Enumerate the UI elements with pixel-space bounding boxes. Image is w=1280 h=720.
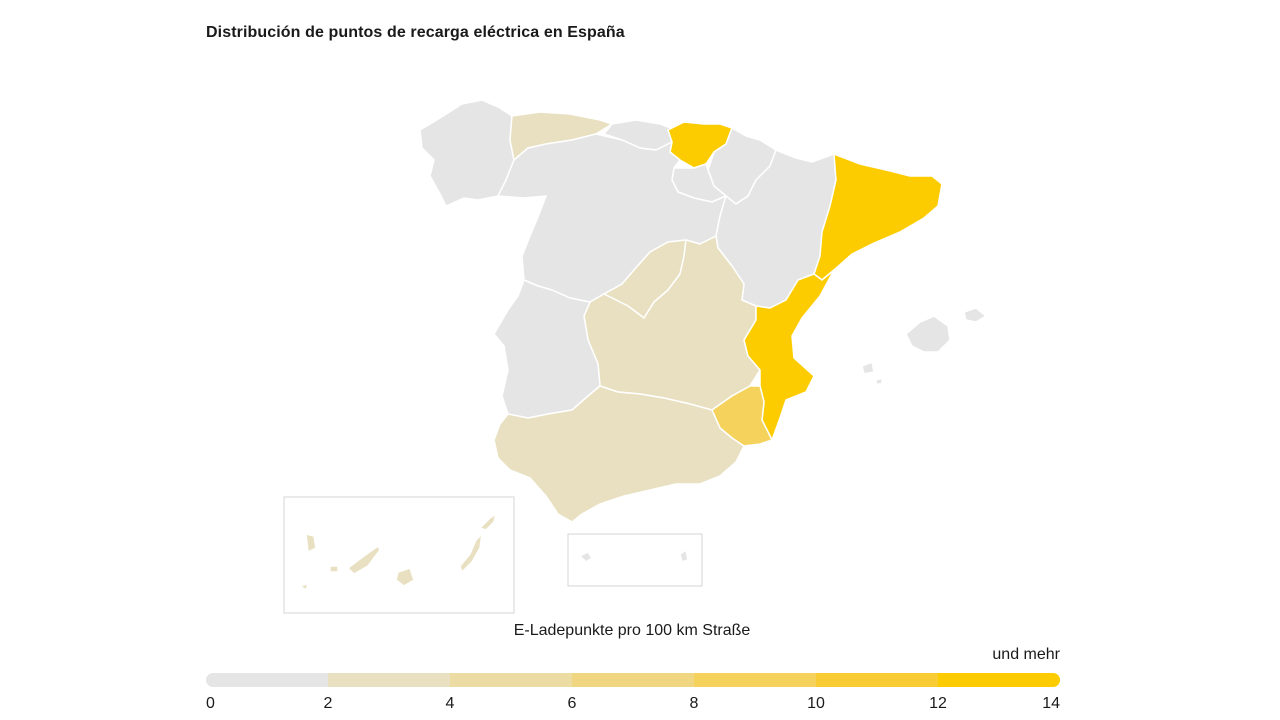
region-canarias-fuerteventura[interactable]: Canarias — [459, 533, 483, 573]
legend-tick-4: 4 — [445, 695, 455, 712]
legend-bin-4-6 — [450, 673, 572, 687]
region-andalucia[interactable]: Andalucía — [493, 385, 745, 523]
map-title: Distribución de puntos de recarga eléctr… — [206, 24, 625, 41]
region-baleares-menorca[interactable]: Islas Baleares — [963, 307, 987, 323]
ceuta-melilla-inset-frame — [567, 533, 703, 587]
legend-bin-8-10 — [694, 673, 816, 687]
legend-tick-6: 6 — [567, 695, 577, 712]
ceuta-melilla-inset: Ceuta y Melilla Ceuta y Melilla — [567, 533, 703, 587]
region-canarias-la-palma[interactable]: Canarias — [305, 533, 317, 553]
legend-bin-2-4 — [328, 673, 450, 687]
legend-title: E-Ladepunkte pro 100 km Straße — [513, 622, 751, 639]
legend-tick-10: 10 — [807, 695, 825, 712]
legend-more-label: und mehr — [992, 646, 1060, 663]
legend-bin-0-2 — [206, 673, 328, 687]
region-galicia[interactable]: Galicia — [419, 99, 515, 207]
region-ceuta[interactable]: Ceuta y Melilla — [579, 551, 593, 563]
map-regions: Galicia Asturias Cantabria País Vasco Na… — [419, 99, 987, 523]
region-cataluna[interactable]: Cataluña — [813, 153, 943, 281]
legend-tick-8: 8 — [689, 695, 699, 712]
legend-ticks: 0 2 4 6 8 10 12 14 — [206, 695, 1060, 715]
legend-tick-2: 2 — [323, 695, 333, 712]
region-canarias-gran-canaria[interactable]: Canarias — [395, 567, 415, 587]
region-canarias-el-hierro[interactable]: Canarias — [299, 583, 309, 591]
region-baleares-mallorca[interactable]: Islas Baleares — [905, 315, 951, 353]
legend-tick-0: 0 — [206, 695, 215, 712]
legend-bin-6-8 — [572, 673, 694, 687]
canarias-inset: Canarias Canarias Canarias Canarias Cana… — [283, 496, 515, 614]
legend-tick-14: 14 — [1042, 695, 1060, 712]
region-canarias-la-gomera[interactable]: Canarias — [329, 565, 339, 573]
region-canarias-lanzarote[interactable]: Canarias — [479, 513, 497, 531]
region-melilla[interactable]: Ceuta y Melilla — [679, 549, 689, 563]
legend-bin-10-12 — [816, 673, 938, 687]
legend-color-scale — [206, 673, 1060, 687]
legend-tick-12: 12 — [929, 695, 947, 712]
region-baleares-ibiza[interactable]: Islas Baleares — [861, 361, 875, 375]
region-baleares-formentera[interactable]: Islas Baleares — [875, 377, 883, 385]
region-canarias-tenerife[interactable]: Canarias — [347, 545, 381, 575]
region-extremadura[interactable]: Extremadura — [493, 279, 601, 419]
legend-bin-12-14 — [938, 673, 1060, 687]
canarias-inset-frame — [283, 496, 515, 614]
